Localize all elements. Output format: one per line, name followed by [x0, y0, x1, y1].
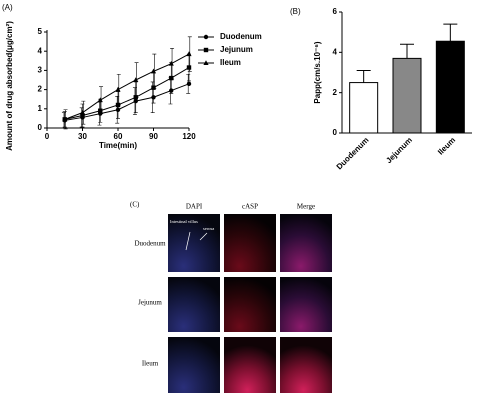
y-tick-label: 6 [333, 7, 338, 16]
y-tick-label: 4 [333, 47, 338, 56]
micrograph [280, 337, 332, 393]
marker [150, 68, 157, 74]
y-tick-label: 2 [38, 85, 43, 94]
row-label: Jejunum [138, 299, 162, 307]
x-tick-label: 30 [78, 132, 87, 141]
bar [349, 82, 379, 134]
legend-marker [203, 60, 209, 65]
marker [133, 77, 139, 82]
marker [186, 81, 192, 87]
marker [186, 65, 192, 70]
y-axis-label: Amount of drug absorbed(μg/cm²) [5, 21, 14, 151]
x-tick-label: Ileum [436, 136, 457, 157]
y-tick-label: 0 [333, 128, 338, 137]
error-bar [356, 69, 371, 83]
y-tick-label: 1 [38, 104, 43, 113]
x-tick-label: 60 [114, 132, 123, 141]
line [64, 67, 190, 120]
micrograph [280, 214, 332, 272]
annotation: serosa [203, 226, 214, 231]
y-tick-label: 0 [38, 123, 43, 132]
marker [115, 86, 121, 92]
x-tick-label: Jejunum [384, 136, 414, 166]
column-label: DAPI [186, 203, 203, 211]
error-bar [443, 23, 458, 42]
marker [62, 116, 68, 122]
panel-label: (B) [290, 7, 301, 16]
marker [98, 108, 103, 113]
line [64, 83, 190, 121]
x-tick-label: 120 [182, 132, 196, 141]
annotation: Intestinal villus [170, 219, 198, 224]
micrograph [224, 337, 276, 393]
row-label: Ileum [142, 360, 159, 368]
micrograph [280, 277, 332, 332]
marker [151, 85, 156, 90]
arrow [199, 232, 208, 241]
legend-marker [203, 34, 209, 40]
bar [435, 40, 465, 134]
line [64, 53, 190, 120]
row-label: Duodenum [134, 240, 166, 248]
y-tick-label: 4 [38, 46, 43, 55]
micrograph [224, 277, 276, 332]
legend-label: Ileum [220, 58, 241, 67]
legend-label: Duodenum [220, 32, 262, 41]
y-tick-label: 3 [38, 66, 43, 75]
column-label: cASP [242, 203, 258, 211]
micrograph [224, 214, 276, 272]
marker [186, 51, 192, 57]
marker [97, 97, 103, 103]
column-label: Merge [297, 203, 315, 211]
marker [79, 109, 86, 115]
x-tick-label: Duodenum [335, 136, 371, 172]
micrograph [168, 277, 220, 332]
micrograph-grid [168, 214, 332, 393]
y-axis-label: Papp(cm/s.10⁻⁶) [313, 41, 322, 103]
arrow [185, 231, 191, 251]
x-tick-label: 0 [45, 132, 50, 141]
y-tick-label: 5 [38, 27, 43, 36]
legend-label: Jejunum [220, 45, 253, 54]
error-bar [400, 43, 414, 59]
bar [392, 57, 422, 134]
marker [80, 113, 85, 118]
legend-marker [203, 47, 209, 53]
y-tick-label: 2 [333, 88, 338, 97]
marker [168, 60, 174, 66]
x-tick-label: 90 [149, 132, 158, 141]
x-axis-label: Time(min) [99, 141, 137, 150]
marker [169, 75, 174, 81]
micrograph [168, 337, 220, 393]
micrograph [168, 214, 220, 272]
panel-label: (C) [130, 201, 140, 209]
panel-label: (A) [2, 3, 13, 12]
